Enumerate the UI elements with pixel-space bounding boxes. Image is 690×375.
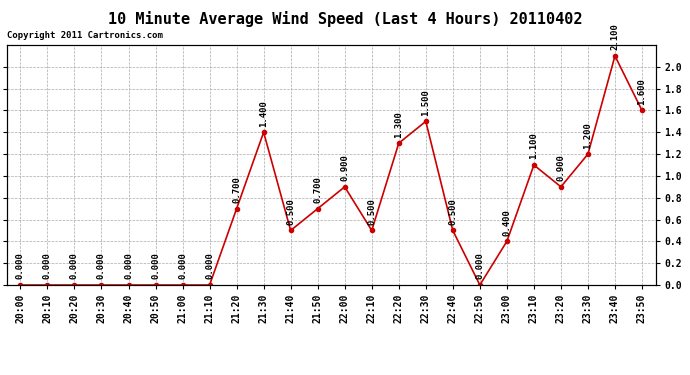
Text: 0.000: 0.000	[205, 253, 214, 279]
Text: 1.600: 1.600	[638, 78, 647, 105]
Text: 0.700: 0.700	[232, 176, 241, 203]
Text: 0.000: 0.000	[124, 253, 133, 279]
Text: 1.500: 1.500	[422, 89, 431, 116]
Text: 0.900: 0.900	[556, 154, 565, 181]
Text: 10 Minute Average Wind Speed (Last 4 Hours) 20110402: 10 Minute Average Wind Speed (Last 4 Hou…	[108, 11, 582, 27]
Text: 1.300: 1.300	[394, 111, 403, 138]
Text: 0.500: 0.500	[367, 198, 376, 225]
Text: 1.400: 1.400	[259, 100, 268, 127]
Text: Copyright 2011 Cartronics.com: Copyright 2011 Cartronics.com	[7, 31, 163, 40]
Text: 1.200: 1.200	[584, 122, 593, 148]
Text: 0.000: 0.000	[475, 253, 484, 279]
Text: 0.000: 0.000	[97, 253, 106, 279]
Text: 0.900: 0.900	[340, 154, 349, 181]
Text: 0.000: 0.000	[16, 253, 25, 279]
Text: 0.000: 0.000	[43, 253, 52, 279]
Text: 0.400: 0.400	[502, 209, 511, 236]
Text: 0.500: 0.500	[448, 198, 457, 225]
Text: 0.700: 0.700	[313, 176, 322, 203]
Text: 0.500: 0.500	[286, 198, 295, 225]
Text: 0.000: 0.000	[151, 253, 160, 279]
Text: 1.100: 1.100	[529, 133, 538, 159]
Text: 0.000: 0.000	[70, 253, 79, 279]
Text: 2.100: 2.100	[611, 24, 620, 50]
Text: 0.000: 0.000	[178, 253, 187, 279]
